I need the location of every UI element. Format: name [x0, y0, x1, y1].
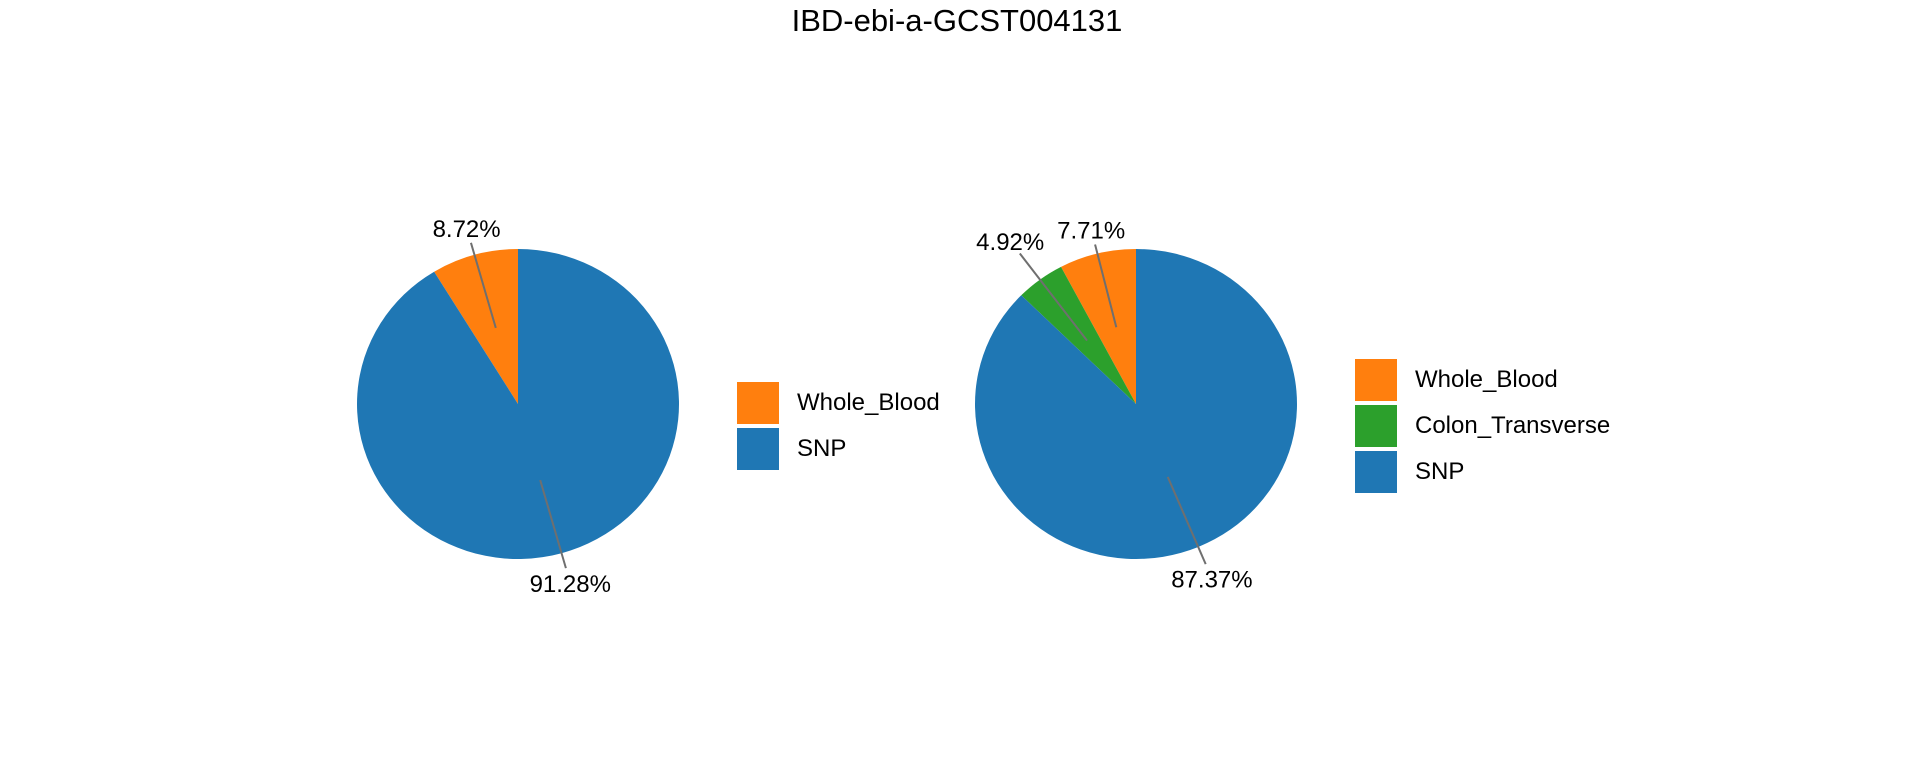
pie-slice-colon-transverse — [1021, 266, 1136, 404]
left-pie-annotations: 8.72% 91.28% — [433, 216, 611, 598]
legend-swatch-snp — [1355, 451, 1397, 493]
pie-slice-whole-blood — [1061, 249, 1136, 404]
leader-line-colon-transverse — [1019, 252, 1088, 342]
legend-swatch-snp — [737, 428, 779, 470]
pie-slice-snp — [357, 248, 680, 559]
percent-label-colon-transverse: 4.92% — [976, 229, 1044, 256]
legend-item-whole-blood: Whole_Blood — [1355, 359, 1610, 401]
leader-line-whole-blood — [1094, 244, 1118, 328]
figure-title: IBD-ebi-a-GCST004131 — [791, 3, 1123, 38]
legend-left-pie: Whole_Blood SNP — [737, 382, 940, 470]
leader-line-whole-blood — [470, 242, 497, 329]
percent-label-whole-blood: 8.72% — [433, 216, 501, 243]
legend-item-colon-transverse: Colon_Transverse — [1355, 405, 1610, 447]
percent-label-whole-blood: 7.71% — [1057, 217, 1125, 244]
legend-label-snp: SNP — [1415, 458, 1465, 485]
legend-label-snp: SNP — [797, 435, 847, 462]
legend-swatch-colon-transverse — [1355, 405, 1397, 447]
left-pie-wedges — [357, 248, 680, 559]
legend-swatch-whole-blood — [737, 382, 779, 424]
pie-slice-snp — [975, 249, 1298, 559]
legend-swatch-whole-blood — [1355, 359, 1397, 401]
legend-label-whole-blood: Whole_Blood — [1415, 366, 1558, 393]
leader-line-snp — [1166, 476, 1207, 565]
legend-item-whole-blood: Whole_Blood — [737, 382, 940, 424]
right-pie-annotations: 7.71% 4.92% 87.37% — [976, 217, 1252, 593]
right-pie-wedges — [975, 249, 1298, 559]
legend-label-colon-transverse: Colon_Transverse — [1415, 412, 1611, 439]
percent-label-snp: 87.37% — [1171, 566, 1252, 593]
pie-slice-whole-blood — [434, 249, 518, 404]
legend-item-snp: SNP — [1355, 451, 1610, 493]
leader-line-snp — [539, 479, 567, 569]
legend-label-whole-blood: Whole_Blood — [797, 389, 940, 416]
legend-item-snp: SNP — [737, 428, 940, 470]
legend-right-pie: Whole_Blood Colon_Transverse SNP — [1355, 359, 1610, 493]
percent-label-snp: 91.28% — [530, 571, 611, 598]
